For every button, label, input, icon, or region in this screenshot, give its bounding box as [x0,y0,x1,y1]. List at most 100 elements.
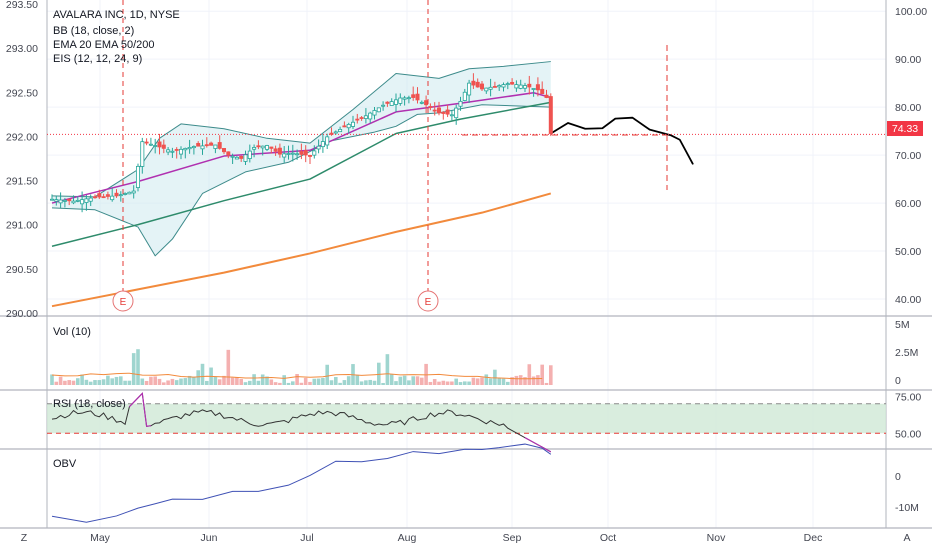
axes: 293.50 293.00 292.50 292.00 291.50 291.00 290.… [6,0,927,544]
candle-body [187,147,192,150]
forecast-drawing [549,116,694,165]
obv-axis-tick: 0 [895,471,901,483]
volume-bar [200,363,205,385]
volume-bar [243,382,248,385]
volume-bar [471,377,476,385]
volume-bar [119,376,123,385]
candle-body [264,145,269,150]
volume-bar [411,376,415,385]
candle-body [183,147,188,151]
volume-bar [420,377,424,385]
candle-body [97,193,102,198]
volume-bar [230,377,235,385]
candle-body [454,107,459,119]
volume-bar [123,380,127,385]
ema20-line [51,91,552,204]
volume-bar [144,380,149,385]
candle-body [221,148,226,153]
volume-bar [415,376,420,385]
volume-bar [273,382,278,385]
volume-bar [342,380,347,385]
volume-title: Vol (10) [53,326,91,338]
candle-body [523,85,528,89]
candle-body [488,86,493,90]
volume-bar [235,377,239,385]
volume-bar [497,378,501,385]
auto-scale-toggle[interactable]: A [903,532,910,544]
volume-bar [179,378,183,385]
volume-bar [325,364,329,385]
volume-bar [282,375,286,385]
candle-body [114,192,119,197]
volume-axis-tick: 2.5M [895,347,918,359]
candle-body [505,83,510,86]
volume-bar [269,379,274,385]
volume-bar [523,377,527,385]
rsi-axis-tick: 75.00 [895,391,921,403]
candle-body [419,101,424,104]
volume-bar [295,374,299,385]
volume-bar [71,380,76,385]
volume-bar [114,376,119,385]
candle-body [269,146,274,149]
candle-body [118,194,123,197]
right-axis-tick: 40.00 [895,294,921,306]
right-axis-tick: 60.00 [895,198,921,210]
volume-bar [127,380,132,385]
left-axis-tick: 291.50 [6,176,38,188]
volume-bar [437,381,441,385]
volume-bar [475,378,480,385]
volume-bar [278,382,282,385]
volume-bar [101,379,106,385]
volume-bar [88,381,93,385]
volume-bar [398,376,403,385]
candle-body [432,109,437,112]
volume-bar [67,380,71,385]
candle-body [428,106,433,108]
left-axis-tick: 291.00 [6,220,38,232]
candle-body [346,123,351,129]
x-axis-tick: Dec [804,532,823,544]
candle-body [389,101,394,106]
candle-body [80,199,85,205]
volume-bar [527,364,532,385]
candle-body [501,84,506,88]
volume-bar [106,375,110,385]
zoom-corner-left[interactable]: Z [21,532,28,544]
volume-bar [394,381,398,385]
x-axis-tick: Aug [398,532,417,544]
volume-bar [355,374,360,385]
left-axis-tick: 292.00 [6,131,38,143]
volume-bar [493,369,497,385]
earnings-marker-may [112,290,134,312]
candle-body [230,155,235,158]
candle-body [144,141,149,144]
candle-body [320,141,325,148]
volume-bar [458,382,463,385]
candle-body [239,155,244,159]
candle-body [307,155,312,157]
candle-body [273,148,278,152]
candle-body [247,150,252,159]
volume-bar [217,379,222,385]
volume-bar [166,380,170,385]
volume-bar [338,382,342,385]
candle-body [436,107,441,114]
x-axis-tick: Nov [707,532,726,544]
indicator-ema-label: EMA 20 EMA 50/200 [53,39,155,51]
candle-body [148,143,153,146]
volume-bar [213,376,218,385]
indicator-bb-label: BB (18, close, 2) [53,25,134,37]
earnings-marker-text: E [120,297,127,308]
candle-body [166,149,171,153]
volume-bar [303,377,308,385]
volume-bar [192,376,196,385]
candle-body [209,142,214,146]
candle-body [376,107,381,113]
candle-body [110,195,115,201]
x-axis-tick: Jul [300,532,313,544]
x-axis-tick: May [90,532,111,544]
volume-bar [299,382,304,385]
volume-bar [389,374,394,385]
